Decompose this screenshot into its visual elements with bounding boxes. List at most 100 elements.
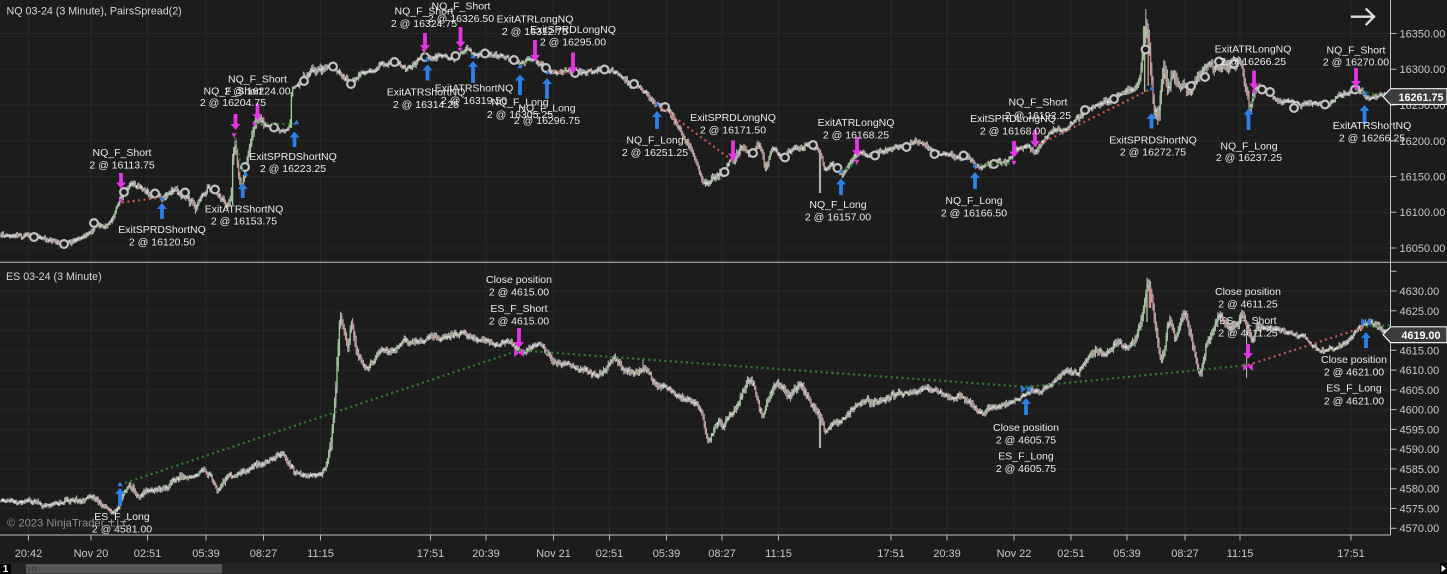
svg-text:Close position: Close position xyxy=(486,274,552,286)
svg-text:2 @ 16157.00: 2 @ 16157.00 xyxy=(805,212,871,224)
svg-text:NQ_F_Long: NQ_F_Long xyxy=(518,103,575,115)
svg-text:NQ_F_Short: NQ_F_Short xyxy=(204,86,263,98)
svg-text:ExitATRShortNQ: ExitATRShortNQ xyxy=(205,204,284,216)
svg-text:ExitATRShortNQ: ExitATRShortNQ xyxy=(1333,120,1412,132)
svg-text:ES_F_Long: ES_F_Long xyxy=(94,511,150,523)
svg-text:02:51: 02:51 xyxy=(1057,548,1085,560)
svg-text:1: 1 xyxy=(3,564,9,574)
svg-text:16050.00: 16050.00 xyxy=(1400,243,1446,255)
svg-text:NQ_F_Long: NQ_F_Long xyxy=(1220,141,1277,153)
svg-text:16150.00: 16150.00 xyxy=(1400,172,1446,184)
svg-text:ExitSPRDLongNQ: ExitSPRDLongNQ xyxy=(530,24,616,36)
svg-text:ES_F_Short: ES_F_Short xyxy=(490,303,547,315)
svg-text:2 @ 16223.25: 2 @ 16223.25 xyxy=(260,163,326,175)
svg-text:Close position: Close position xyxy=(993,422,1059,434)
svg-text:2 @ 16192.25: 2 @ 16192.25 xyxy=(1005,110,1071,122)
svg-text:2 @ 16237.25: 2 @ 16237.25 xyxy=(1216,152,1282,164)
svg-text:ExitATRShortNQ: ExitATRShortNQ xyxy=(435,83,514,95)
svg-text:ExitATRLongNQ: ExitATRLongNQ xyxy=(818,117,895,129)
svg-text:4580.00: 4580.00 xyxy=(1400,484,1440,496)
svg-text:NQ_F_Long: NQ_F_Long xyxy=(491,97,548,109)
svg-text:11:15: 11:15 xyxy=(307,548,334,560)
svg-text:2 @ 4611.25: 2 @ 4611.25 xyxy=(1218,328,1278,340)
svg-text:2 @ 16251.25: 2 @ 16251.25 xyxy=(622,147,688,159)
svg-text:2 @ 16305.25: 2 @ 16305.25 xyxy=(487,109,553,121)
svg-text:2 @ 4605.75: 2 @ 4605.75 xyxy=(996,435,1056,447)
svg-text:NQ_F_Long: NQ_F_Long xyxy=(945,195,1002,207)
svg-text:20:42: 20:42 xyxy=(15,548,43,560)
svg-text:4570.00: 4570.00 xyxy=(1400,523,1440,535)
svg-text:ExitATRLongNQ: ExitATRLongNQ xyxy=(1215,44,1292,56)
svg-text:2 @ 16295.00: 2 @ 16295.00 xyxy=(540,37,606,49)
svg-text:2 @ 4581.00: 2 @ 4581.00 xyxy=(92,524,152,536)
svg-text:ExitATRShortNQ: ExitATRShortNQ xyxy=(387,87,466,99)
svg-text:4600.00: 4600.00 xyxy=(1400,405,1440,417)
svg-text:2 @ 16319.50: 2 @ 16319.50 xyxy=(441,95,507,107)
svg-text:2 @ 16120.50: 2 @ 16120.50 xyxy=(129,237,195,249)
svg-text:4630.00: 4630.00 xyxy=(1400,286,1440,298)
svg-text:02:51: 02:51 xyxy=(596,548,624,560)
svg-text:2 @ 16324.75: 2 @ 16324.75 xyxy=(391,18,457,30)
svg-text:NQ_F_Short: NQ_F_Short xyxy=(93,147,152,159)
svg-text:16300.00: 16300.00 xyxy=(1400,64,1446,76)
svg-text:2 @ 16153.75: 2 @ 16153.75 xyxy=(211,216,277,228)
svg-text:© 2023 NinjaTrader, LLC: © 2023 NinjaTrader, LLC xyxy=(7,518,131,530)
svg-text:20:39: 20:39 xyxy=(933,548,961,560)
svg-text:2 @ 16204.75: 2 @ 16204.75 xyxy=(200,97,266,109)
svg-text:ExitSPRDShortNQ: ExitSPRDShortNQ xyxy=(249,151,337,163)
svg-text:2 @ 16296.75: 2 @ 16296.75 xyxy=(514,115,580,127)
svg-text:2 @ 16312.75: 2 @ 16312.75 xyxy=(502,26,568,38)
svg-text:16200.00: 16200.00 xyxy=(1400,136,1446,148)
svg-text:4625.00: 4625.00 xyxy=(1400,306,1440,318)
svg-text:11:15: 11:15 xyxy=(765,548,792,560)
svg-text:2 @ 16266.25: 2 @ 16266.25 xyxy=(1220,56,1286,68)
svg-text:4610.00: 4610.00 xyxy=(1400,365,1440,377)
svg-text:4590.00: 4590.00 xyxy=(1400,444,1440,456)
svg-text:08:27: 08:27 xyxy=(250,548,278,560)
svg-text:17:51: 17:51 xyxy=(877,548,905,560)
svg-text:08:27: 08:27 xyxy=(708,548,736,560)
svg-text:05:39: 05:39 xyxy=(653,548,681,560)
svg-text:ExitSPRDLongNQ: ExitSPRDLongNQ xyxy=(690,112,776,124)
svg-text:Nov 21: Nov 21 xyxy=(536,548,571,560)
svg-text:2 @ 16314.25: 2 @ 16314.25 xyxy=(393,99,459,111)
svg-text:ES_F_Long: ES_F_Long xyxy=(1326,383,1382,395)
svg-text:ES_F_Long: ES_F_Long xyxy=(998,451,1054,463)
svg-text:ExitSPRDShortNQ: ExitSPRDShortNQ xyxy=(1109,135,1197,147)
svg-text:NQ_F_Short: NQ_F_Short xyxy=(395,6,454,18)
svg-text:08:27: 08:27 xyxy=(1171,548,1199,560)
svg-text:Nov 20: Nov 20 xyxy=(74,548,109,560)
svg-text:2 @ 4605.75: 2 @ 4605.75 xyxy=(996,463,1056,475)
svg-text:20:39: 20:39 xyxy=(472,548,500,560)
svg-text:2 @ 16113.75: 2 @ 16113.75 xyxy=(89,160,155,172)
svg-text:05:39: 05:39 xyxy=(1113,548,1141,560)
svg-text:NQ_F_Long: NQ_F_Long xyxy=(809,199,866,211)
svg-text:ES 03-24 (3 Minute): ES 03-24 (3 Minute) xyxy=(6,271,102,283)
svg-text:2 @ 4621.00: 2 @ 4621.00 xyxy=(1324,367,1384,379)
svg-text:NQ_F_Short: NQ_F_Short xyxy=(1009,97,1068,109)
svg-text:2 @ 16326.50: 2 @ 16326.50 xyxy=(428,13,494,25)
svg-text:2 @ 16168.25: 2 @ 16168.25 xyxy=(823,130,889,142)
svg-text:11:15: 11:15 xyxy=(1227,548,1254,560)
svg-text:2 @ 16266.25: 2 @ 16266.25 xyxy=(1339,133,1405,145)
svg-text:2 @ 16272.75: 2 @ 16272.75 xyxy=(1120,147,1186,159)
svg-text:2 @ 4611.25: 2 @ 4611.25 xyxy=(1218,299,1278,311)
svg-text:2 @ 16166.50: 2 @ 16166.50 xyxy=(941,208,1007,220)
svg-text:Nov 22: Nov 22 xyxy=(997,548,1032,560)
svg-text:4605.00: 4605.00 xyxy=(1400,385,1440,397)
svg-text:ExitATRLongNQ: ExitATRLongNQ xyxy=(497,14,574,26)
svg-text:NQ_F_Short: NQ_F_Short xyxy=(228,74,287,86)
svg-text:NQ 03-24 (3 Minute), PairsSpre: NQ 03-24 (3 Minute), PairsSpread(2) xyxy=(7,6,182,18)
svg-text:2 @ 4615.00: 2 @ 4615.00 xyxy=(489,287,549,299)
svg-text:Close position: Close position xyxy=(1215,286,1281,298)
svg-text:2 @ 16171.50: 2 @ 16171.50 xyxy=(700,125,766,137)
svg-text:4619.00: 4619.00 xyxy=(1401,330,1440,342)
svg-text:NQ_F_Short: NQ_F_Short xyxy=(1327,45,1386,57)
svg-text:NQ_F_Short: NQ_F_Short xyxy=(432,1,491,13)
svg-text:Close position: Close position xyxy=(1321,354,1387,366)
svg-text:2 @ 4621.00: 2 @ 4621.00 xyxy=(1324,396,1384,408)
svg-text:2 @ 16168.00: 2 @ 16168.00 xyxy=(980,126,1046,138)
svg-text:16100.00: 16100.00 xyxy=(1400,207,1446,219)
svg-text:NQ_F_Long: NQ_F_Long xyxy=(626,135,683,147)
svg-text:2 @ 16224.00: 2 @ 16224.00 xyxy=(224,86,290,98)
